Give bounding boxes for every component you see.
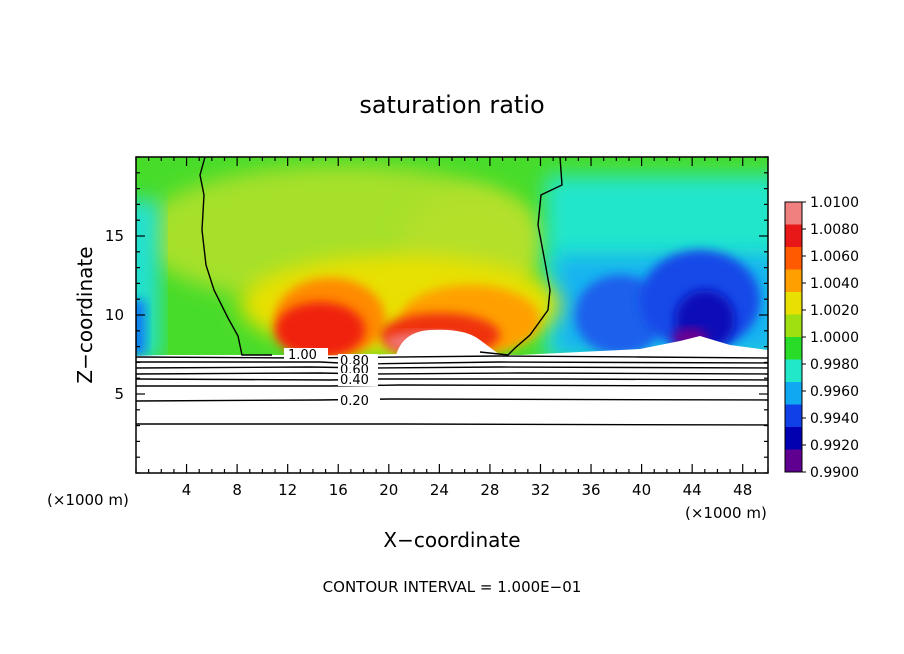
colorbar-swatch	[785, 359, 802, 383]
contour-line-8	[136, 423, 768, 426]
x-tick-label: 4	[182, 481, 192, 499]
contour-interval-note: CONTOUR INTERVAL = 1.000E−01	[323, 578, 582, 596]
x-tick-label: 44	[683, 481, 702, 499]
x-unit-label: (×1000 m)	[685, 504, 767, 522]
colorbar-label: 1.0060	[810, 249, 859, 265]
contour-label-4: 0.40	[340, 373, 369, 388]
colorbar-swatch	[785, 449, 802, 473]
y-axis-title: Z−coordinate	[73, 246, 97, 383]
colorbar-label: 1.0040	[810, 276, 859, 292]
colorbar-label: 1.0000	[810, 330, 859, 346]
colorbar-swatch	[785, 292, 802, 315]
contour-right-boundary	[479, 157, 563, 356]
contour-line-3	[136, 366, 768, 369]
saturation-field	[136, 157, 768, 473]
colorbar-swatch	[785, 404, 802, 428]
colorbar-label: 0.9960	[810, 384, 859, 400]
colorbar-label: 1.0080	[810, 222, 859, 238]
y-tick-label: 15	[105, 227, 124, 245]
x-tick-label: 20	[379, 481, 398, 499]
chart-title: saturation ratio	[359, 91, 544, 119]
x-tick-label: 28	[480, 481, 499, 499]
contour-label-1: 1.00	[288, 348, 317, 363]
x-tick-label: 16	[329, 481, 348, 499]
x-tick-label: 24	[430, 481, 449, 499]
colorbar-swatch	[785, 337, 802, 360]
plot-area: 1.00 0.80 0.60 0.40 0.20	[136, 157, 768, 473]
colorbar-label: 0.9940	[810, 411, 859, 427]
colorbar-swatch	[785, 314, 802, 338]
colorbar-label: 0.9920	[810, 438, 859, 454]
contour-label-5: 0.20	[340, 394, 369, 409]
contour-left-boundary	[199, 157, 272, 356]
colorbar-swatch	[785, 269, 802, 293]
colorbar-label: 1.0100	[810, 195, 859, 211]
x-axis: 4 8 12 16 20 24 28 32 36 40 44 48	[135, 157, 769, 499]
colorbar-swatch	[785, 202, 802, 225]
x-tick-label: 36	[581, 481, 600, 499]
lower-domain-white	[136, 336, 768, 473]
contour-line-1	[136, 355, 768, 359]
field-red-left	[275, 302, 365, 358]
colorbar-label: 0.9900	[810, 465, 859, 481]
x-tick-label: 48	[733, 481, 752, 499]
cloud-base-white	[395, 329, 505, 360]
x-tick-label: 40	[632, 481, 651, 499]
z-unit-label: (×1000 m)	[47, 491, 129, 509]
colorbar-label: 0.9980	[810, 357, 859, 373]
field-left-blue	[136, 300, 146, 355]
x-tick-label: 12	[278, 481, 297, 499]
y-tick-label: 5	[114, 385, 124, 403]
colorbar-swatch	[785, 224, 802, 248]
colorbar-swatch	[785, 247, 802, 270]
x-tick-label: 8	[232, 481, 242, 499]
y-axis: 5 10 15	[105, 156, 768, 474]
colorbar-swatch	[785, 382, 802, 405]
contour-line-5	[136, 378, 768, 381]
x-tick-label: 32	[531, 481, 550, 499]
y-tick-label: 10	[105, 306, 124, 324]
contour-line-4	[136, 372, 768, 375]
colorbar: 1.0100 1.0080 1.0060 1.0040 1.0020 1.0000 0.99…	[784, 195, 859, 481]
colorbar-swatch	[785, 427, 802, 450]
x-axis-title: X−coordinate	[383, 528, 520, 552]
colorbar-label: 1.0020	[810, 303, 859, 319]
contour-labels: 1.00 0.80 0.60 0.40 0.20	[284, 348, 380, 409]
